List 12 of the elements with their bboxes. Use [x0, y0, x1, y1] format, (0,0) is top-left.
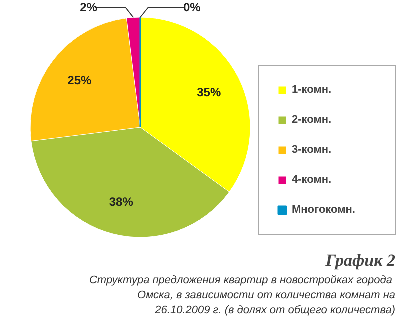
- text: График 2: [324, 251, 396, 270]
- data-label: 25%: [68, 73, 92, 88]
- legend-label: Многокомн.: [292, 204, 356, 216]
- legend-label: 2-комн.: [292, 114, 333, 126]
- text: Структура предложения квартир в новостройках города Омска, в зависимости от количества комнат на 26.10.2009 г. (в долях от общего количества): [89, 274, 396, 316]
- legend-label: 1-комн.: [292, 84, 333, 96]
- legend-label: 3-комн.: [292, 144, 333, 156]
- legend-label: 4-комн.: [292, 174, 333, 186]
- text: 0%: [184, 0, 201, 14]
- data-label: 2%: [80, 0, 98, 14]
- data-label: 35%: [197, 86, 222, 100]
- data-label: 38%: [109, 195, 134, 210]
